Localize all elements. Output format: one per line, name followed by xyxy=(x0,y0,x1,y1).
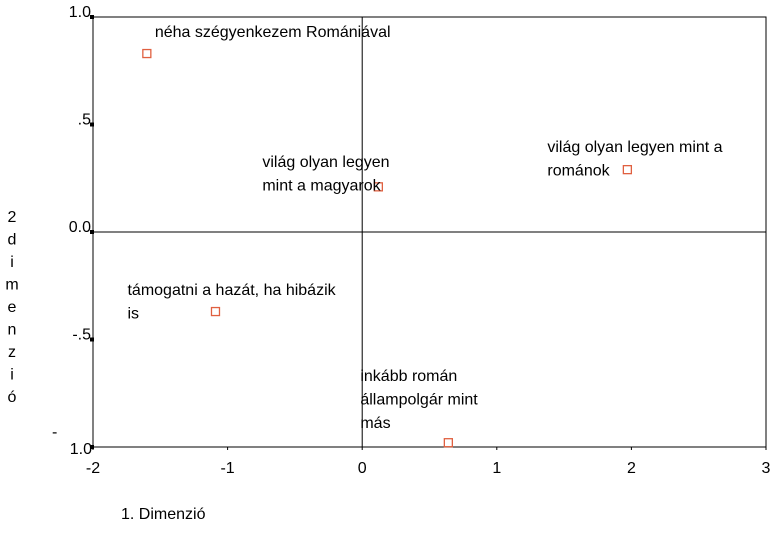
x-tick-label: 1 xyxy=(492,460,501,477)
point-label: világ olyan legyen xyxy=(262,154,389,171)
x-tick-label: 0 xyxy=(358,460,367,477)
y-tick-mark xyxy=(90,15,94,19)
point xyxy=(443,438,453,448)
point xyxy=(373,182,384,192)
y-tick-mark xyxy=(90,445,94,449)
y-tick-mark xyxy=(90,230,94,234)
y-tick-label: 1.0 xyxy=(69,4,91,21)
point-label: néha szégyenkezem Romániával xyxy=(155,24,391,41)
point-label: más xyxy=(360,415,390,432)
x-tick-label: -1 xyxy=(220,460,234,477)
point-label: világ olyan legyen mint a xyxy=(547,139,722,156)
y-tick-label: -1.0 xyxy=(52,424,92,458)
y-tick-mark xyxy=(90,122,94,127)
point xyxy=(622,164,633,175)
point-label: is xyxy=(127,305,139,322)
y-tick-label: -.5 xyxy=(72,327,91,344)
point-label: mint a magyarok xyxy=(262,178,381,195)
point-label: románok xyxy=(547,162,610,179)
x-tick-label: 2 xyxy=(627,460,636,477)
y-tick-mark xyxy=(90,337,94,342)
point xyxy=(210,306,221,317)
x-tick-label: 3 xyxy=(762,460,771,477)
point-label: támogatni a hazát, ha hibázik xyxy=(127,282,336,299)
y-tick-label: 0.0 xyxy=(69,219,91,236)
x-axis-label: 1. Dimenzió xyxy=(121,506,206,523)
point xyxy=(142,48,152,59)
point-label: inkább román xyxy=(360,368,457,385)
point-label: állampolgár mint xyxy=(360,391,478,408)
y-tick-label: .5 xyxy=(78,112,91,129)
x-tick-label: -2 xyxy=(86,460,100,477)
